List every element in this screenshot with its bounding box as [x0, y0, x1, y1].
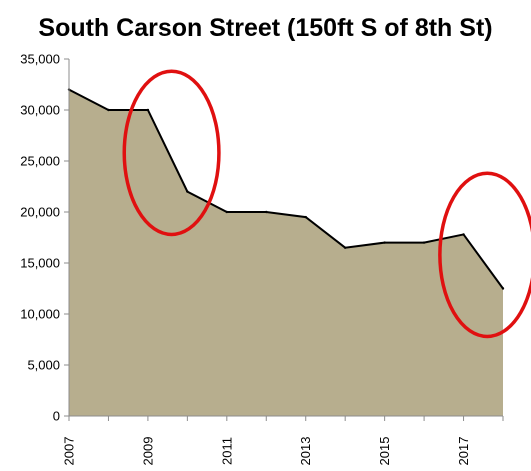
y-tick-label: 20,000 — [20, 205, 60, 220]
y-tick-label: 0 — [53, 409, 60, 424]
chart-title: South Carson Street (150ft S of 8th St) — [38, 14, 493, 42]
highlight-ellipse — [438, 171, 531, 339]
data-point — [265, 210, 268, 214]
data-point — [107, 108, 110, 112]
x-tick-label: 2009 — [140, 437, 155, 466]
data-point — [501, 287, 505, 290]
annotations — [122, 69, 531, 339]
data-point — [343, 246, 347, 249]
y-axis: 0 5,000 10,000 15,000 20,000 25,000 30,000 35,0… — [20, 52, 70, 424]
y-tick-label: 25,000 — [20, 154, 60, 169]
x-axis: 2007 2009 2011 2013 2015 2017 — [62, 415, 504, 466]
series-line — [68, 88, 504, 290]
data-point — [422, 241, 426, 244]
data-point — [383, 241, 386, 244]
highlight-ellipse — [122, 69, 221, 237]
y-tick-label: 35,000 — [20, 52, 60, 67]
plot-area — [67, 88, 505, 416]
data-point — [186, 190, 189, 193]
data-point — [462, 233, 465, 236]
x-tick-label: 2013 — [298, 437, 313, 466]
y-tick-label: 5,000 — [27, 358, 60, 373]
x-tick-label: 2007 — [62, 437, 77, 466]
y-tick-label: 10,000 — [20, 307, 60, 322]
data-point — [225, 210, 229, 214]
x-tick-label: 2017 — [456, 437, 471, 466]
y-tick-label: 30,000 — [20, 103, 60, 118]
x-tick-label: 2011 — [219, 437, 234, 465]
y-tick-label: 15,000 — [20, 256, 60, 271]
data-point — [304, 215, 307, 219]
area-fill — [69, 89, 503, 416]
data-point — [146, 108, 150, 112]
x-tick-label: 2015 — [377, 437, 392, 466]
